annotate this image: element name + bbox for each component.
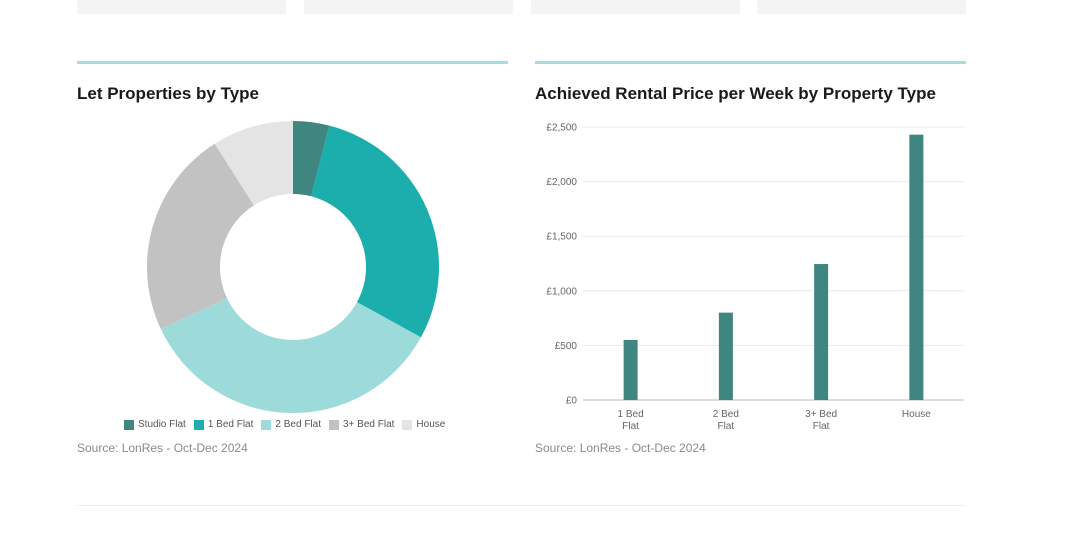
legend-label: Studio Flat (138, 419, 186, 430)
donut-slice-1-bed-flat[interactable] (311, 125, 439, 338)
donut-legend: Studio Flat 1 Bed Flat 2 Bed Flat 3+ Bed Fl… (124, 419, 453, 430)
legend-swatch (124, 419, 134, 430)
y-tick-label: £2,500 (546, 123, 577, 134)
legend-item-3-bed-flat[interactable]: 3+ Bed Flat (329, 419, 394, 430)
x-tick-label: Flat (718, 421, 735, 432)
legend-label: 2 Bed Flat (275, 419, 321, 430)
bar-1-bed-flat[interactable] (623, 339, 638, 400)
legend-swatch (329, 419, 339, 430)
right-panel-rule (535, 61, 966, 64)
y-tick-label: £1,500 (546, 232, 577, 243)
legend-label: House (416, 419, 446, 430)
y-tick-label: £2,000 (546, 177, 577, 188)
x-tick-label: Flat (622, 421, 639, 432)
x-tick-label: 1 Bed (618, 409, 644, 420)
legend-label: 1 Bed Flat (207, 419, 254, 430)
donut-slice-studio-flat[interactable] (293, 121, 330, 197)
legend-swatch (402, 419, 413, 430)
x-tick-label: 3+ Bed (805, 409, 837, 420)
donut-slice-3-bed-flat[interactable] (147, 143, 254, 330)
left-panel-rule (77, 61, 508, 64)
top-card-1 (77, 0, 286, 14)
left-panel-source: Source: LonRes - Oct-Dec 2024 (77, 441, 248, 455)
top-card-2 (304, 0, 513, 14)
legend-swatch (261, 419, 272, 430)
bar-2-bed-flat[interactable] (718, 312, 733, 400)
right-panel-title: Achieved Rental Price per Week by Proper… (535, 84, 936, 103)
donut-slice-house[interactable] (214, 121, 293, 206)
bottom-divider (77, 505, 966, 506)
y-tick-label: £1,000 (546, 286, 577, 297)
legend-item-2-bed-flat[interactable]: 2 Bed Flat (261, 419, 321, 430)
x-tick-label: 2 Bed (713, 409, 739, 420)
right-panel-source: Source: LonRes - Oct-Dec 2024 (535, 441, 706, 455)
y-tick-label: £500 (555, 341, 578, 352)
top-card-3 (531, 0, 740, 14)
x-tick-label: Flat (813, 421, 830, 432)
legend-label: 3+ Bed Flat (343, 419, 395, 430)
donut-slice-2-bed-flat[interactable] (160, 298, 421, 413)
bar-house[interactable] (909, 134, 924, 401)
legend-swatch (193, 419, 204, 430)
top-card-4 (757, 0, 966, 14)
left-panel-title: Let Properties by Type (77, 84, 260, 103)
y-tick-label: £0 (566, 396, 578, 407)
bar-3-bed-flat[interactable] (814, 264, 829, 400)
x-tick-label: House (902, 409, 931, 420)
legend-item-studio-flat[interactable]: Studio Flat (124, 419, 186, 430)
legend-item-house[interactable]: House (402, 419, 445, 430)
legend-item-1-bed-flat[interactable]: 1 Bed Flat (193, 419, 254, 430)
